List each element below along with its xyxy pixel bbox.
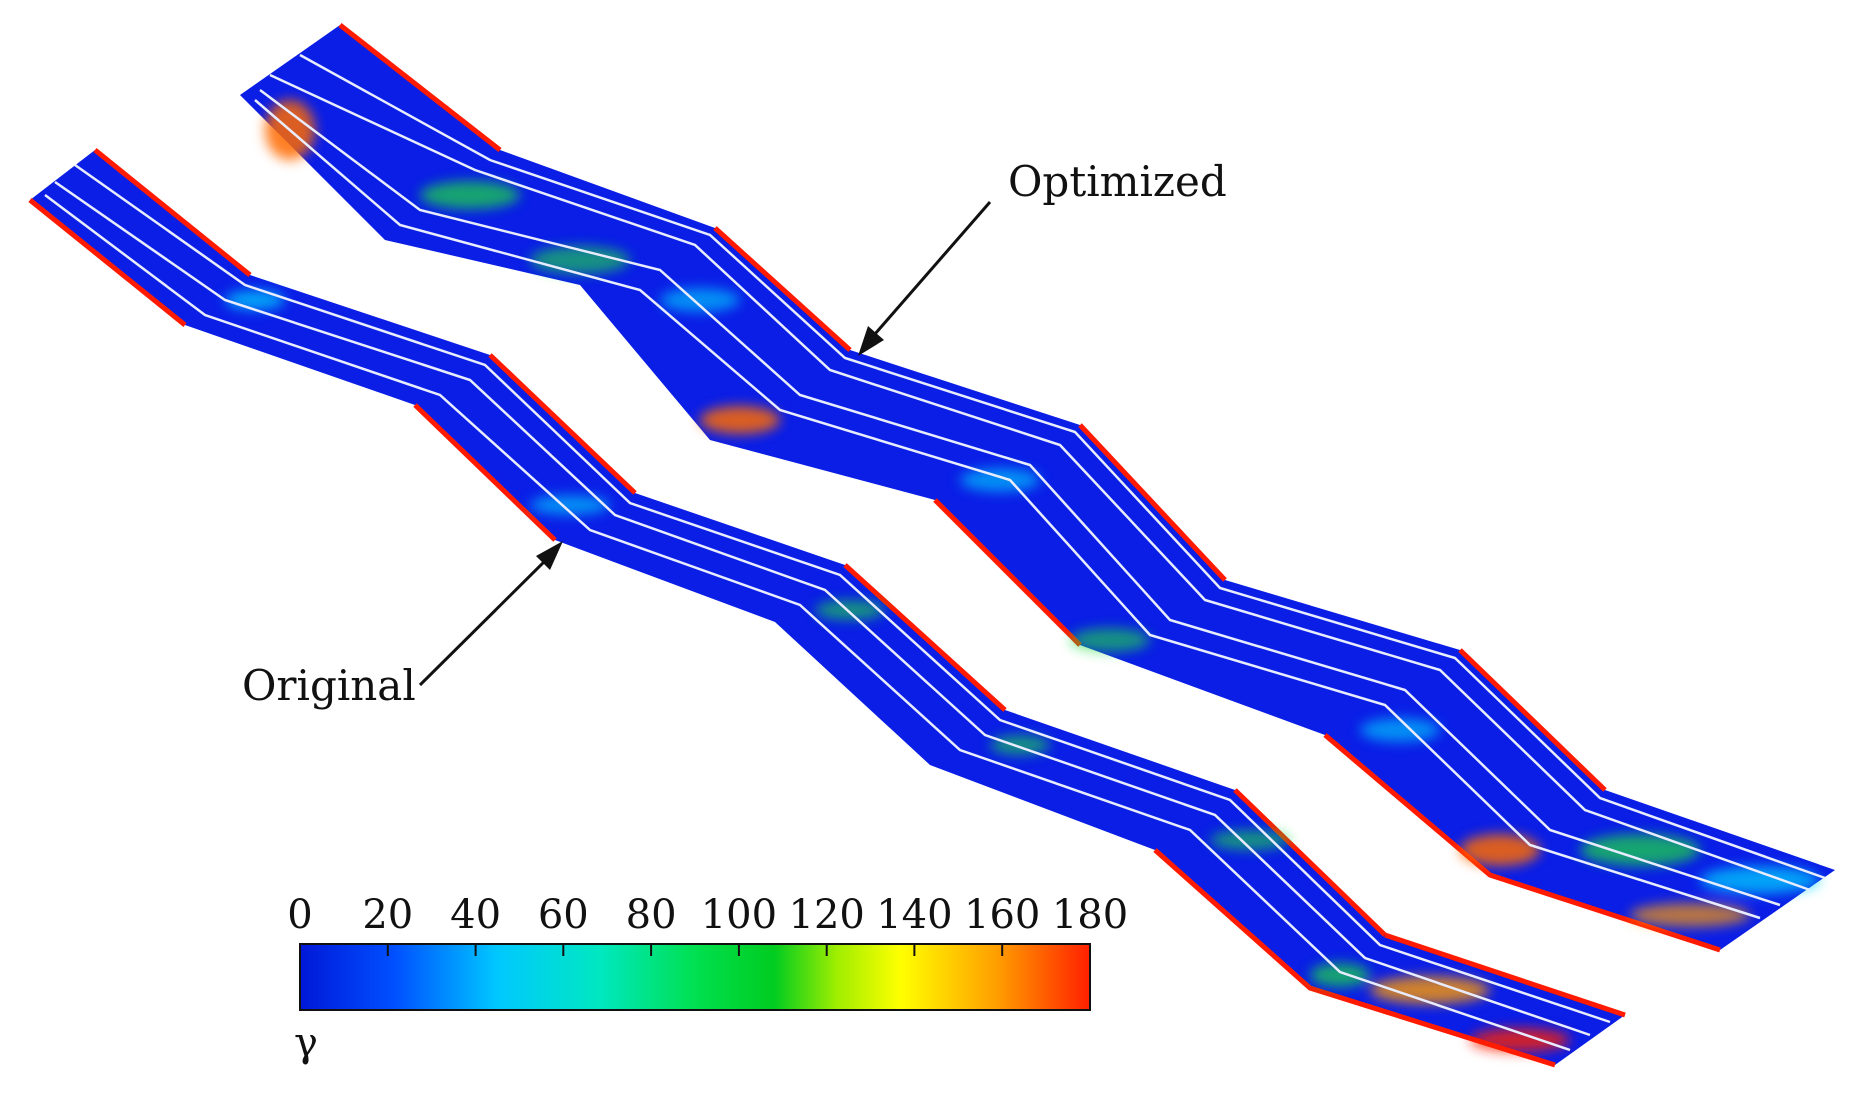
colorbar-tick-labels: 0 20 40 60 80 100 120 140 160 180 [287,892,1128,938]
original-annotation: Original [242,541,563,710]
colorbar-tick-label: 140 [876,892,952,938]
optimized-hotspots [265,100,1820,927]
colorbar-tick-label: 180 [1052,892,1128,938]
original-arrow [418,551,555,687]
colorbar-tick-label: 160 [964,892,1040,938]
optimized-channel [240,23,1835,953]
colorbar-tick-label: 20 [362,892,413,938]
optimized-arrowhead [858,326,884,356]
colorbar-tick-label: 100 [701,892,777,938]
colorbar-tick-label: 0 [287,892,312,938]
original-label: Original [242,661,416,710]
optimized-hot-edges [338,23,1721,953]
optimized-arrow [866,201,992,343]
colorbar-tick-label: 40 [450,892,501,938]
optimized-annotation: Optimized [858,157,1227,356]
colorbar: 0 20 40 60 80 100 120 140 160 180 γ [287,892,1128,1066]
colorbar-tick-label: 120 [789,892,865,938]
optimized-streamlines [254,53,1826,920]
colorbar-tick-label: 80 [626,892,677,938]
original-streamlines [44,163,1611,1052]
colorbar-symbol: γ [294,1020,318,1066]
colorbar-tick-label: 60 [538,892,589,938]
colorbar-gradient [299,943,1091,1011]
original-hot-edges [28,148,1626,1068]
original-arrowhead [536,541,563,570]
colorbar-ticks [299,944,1091,956]
original-channel [28,148,1626,1068]
optimized-label: Optimized [1008,157,1227,206]
